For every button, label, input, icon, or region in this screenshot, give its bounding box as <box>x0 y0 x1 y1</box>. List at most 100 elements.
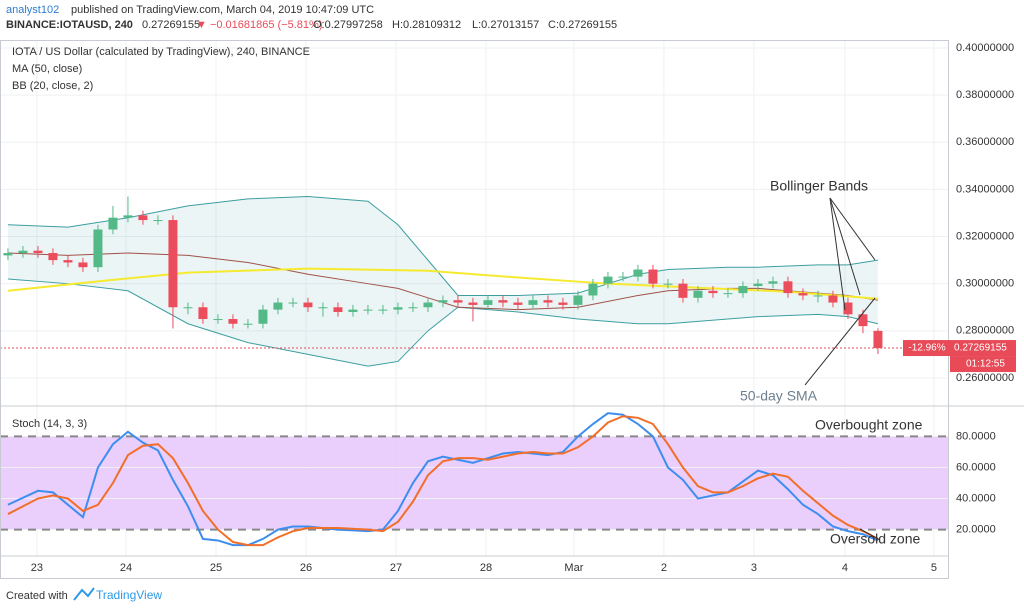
candle-body <box>48 253 58 261</box>
x-tick-label: 24 <box>120 562 132 574</box>
author[interactable]: analyst102 <box>6 4 59 16</box>
candle-body <box>813 295 823 297</box>
candle-body <box>423 302 433 308</box>
annotation: Bollinger Bands <box>770 178 868 194</box>
arrow <box>804 297 876 386</box>
y-tick-label: 0.40000000 <box>956 42 1014 54</box>
candle-body <box>93 229 103 268</box>
candle-body <box>63 260 73 263</box>
stoch-line <box>7 412 879 547</box>
candle-body <box>393 307 403 310</box>
candle-body <box>468 302 478 305</box>
candle-body <box>378 309 388 311</box>
candle-body <box>183 307 193 309</box>
candle-body <box>678 283 688 298</box>
x-tick-label: 28 <box>480 562 492 574</box>
candle-body <box>243 323 253 325</box>
arrow <box>829 197 876 261</box>
candle-body <box>738 286 748 294</box>
candle-body <box>123 215 133 218</box>
candle-body <box>453 300 463 303</box>
candle-body <box>543 300 553 303</box>
y-tick-label: 20.0000 <box>956 524 996 536</box>
symbol: BINANCE:IOTAUSD, 240 <box>6 19 133 31</box>
price-label: 0.27269155 <box>954 343 1007 354</box>
candle-body <box>663 283 673 285</box>
candle-body <box>708 290 718 294</box>
arrow <box>859 528 881 541</box>
x-tick-label: 4 <box>842 562 848 574</box>
annotation: Oversold zone <box>830 531 920 547</box>
countdown: 01:12:55 <box>966 359 1005 370</box>
stoch-line <box>7 415 879 547</box>
price: 0.27269155 <box>142 19 200 31</box>
candle-body <box>228 319 238 324</box>
annotation: Overbought zone <box>815 417 923 433</box>
candle-body <box>528 300 538 305</box>
candle-body <box>483 300 493 305</box>
price-tag <box>950 340 1016 357</box>
candle-body <box>408 307 418 309</box>
ohlc-l: L:0.27013157 <box>472 19 539 31</box>
x-tick-label: 23 <box>31 562 43 574</box>
bb-fill <box>7 196 878 367</box>
legend-bb: BB (20, close, 2) <box>12 80 93 92</box>
candle-body <box>858 314 868 327</box>
candle-body <box>873 330 883 349</box>
x-tick-label: 3 <box>751 562 757 574</box>
y-tick-label: 0.30000000 <box>956 278 1014 290</box>
footer-created: Created with <box>6 590 68 602</box>
ohlc-o: O:0.27997258 <box>313 19 383 31</box>
candle-body <box>18 250 28 254</box>
arrow <box>829 197 846 311</box>
y-tick-label: 0.34000000 <box>956 183 1014 195</box>
y-tick-label: 0.38000000 <box>956 89 1014 101</box>
candle-body <box>438 300 448 303</box>
change-tag: -12.96% <box>908 343 945 354</box>
candle-body <box>843 302 853 315</box>
candle-body <box>693 290 703 298</box>
candle-body <box>108 217 118 230</box>
candle-body <box>498 300 508 303</box>
zone-fill <box>0 436 948 530</box>
candle-body <box>348 309 358 312</box>
y-tick-label: 0.36000000 <box>956 136 1014 148</box>
candle-body <box>303 302 313 308</box>
y-tick-label: 80.0000 <box>956 430 996 442</box>
ohlc-h: H:0.28109312 <box>392 19 461 31</box>
candle-body <box>618 276 628 278</box>
candle-body <box>78 262 88 268</box>
arrow <box>829 197 861 296</box>
frame <box>0 40 949 579</box>
ohlc-c: C:0.27269155 <box>548 19 617 31</box>
candle-body <box>798 293 808 296</box>
candle-body <box>363 309 373 311</box>
candle-body <box>753 283 763 287</box>
footer-brand[interactable]: TradingView <box>96 588 162 602</box>
x-tick-label: 2 <box>661 562 667 574</box>
x-tick-label: 26 <box>300 562 312 574</box>
candle-body <box>153 220 163 222</box>
x-tick-label: 5 <box>931 562 937 574</box>
x-tick-label: 25 <box>210 562 222 574</box>
candle-body <box>558 302 568 305</box>
candle-body <box>258 309 268 324</box>
logo <box>73 587 95 601</box>
candle-body <box>723 293 733 295</box>
candle-body <box>318 307 328 309</box>
legend-ma: MA (50, close) <box>12 63 82 75</box>
y-tick-label: 0.26000000 <box>956 372 1014 384</box>
candle-body <box>768 281 778 284</box>
candle-body <box>213 319 223 321</box>
candle-body <box>168 220 178 308</box>
candle-body <box>33 250 43 254</box>
countdown-tag <box>950 356 1016 373</box>
candle-body <box>828 295 838 303</box>
candle-body <box>3 253 13 256</box>
candle-body <box>603 276 613 284</box>
candle-body <box>783 281 793 294</box>
candle-body <box>333 307 343 312</box>
y-tick-label: 0.28000000 <box>956 325 1014 337</box>
change: ▼ −0.01681865 (−5.81%) <box>196 19 322 31</box>
